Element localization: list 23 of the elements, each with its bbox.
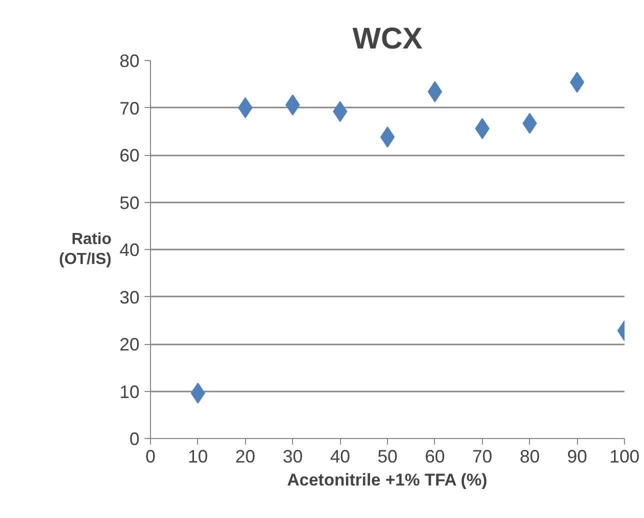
x-tick-label: 10 [188, 446, 208, 466]
x-tick-label: 60 [424, 446, 445, 466]
x-tick-label: 90 [567, 446, 588, 466]
y-tick-label: 20 [119, 334, 140, 354]
x-tick-label: 40 [330, 446, 350, 466]
x-tick-label: 80 [520, 446, 540, 466]
x-axis-title: Acetonitrile +1% TFA (%) [287, 470, 488, 490]
y-tick-label: 10 [119, 382, 140, 402]
x-tick-label: 30 [282, 446, 303, 466]
y-tick-label: 60 [119, 146, 140, 166]
y-tick-label: 30 [119, 287, 140, 308]
y-tick-label: 40 [119, 240, 140, 260]
y-tick-label: 70 [119, 98, 140, 118]
y-tick-label: 0 [129, 429, 140, 449]
x-tick-label: 20 [235, 446, 256, 466]
y-tick-label: 80 [119, 51, 140, 71]
x-tick-label: 50 [377, 446, 398, 466]
chart-title: WCX [352, 22, 423, 56]
x-tick-label: 70 [472, 446, 492, 466]
y-axis-title: Ratio (OT/IS) [59, 230, 112, 268]
x-tick-label: 0 [145, 446, 156, 466]
x-tick-label: 100 [609, 446, 640, 466]
y-tick-label: 50 [119, 192, 140, 213]
